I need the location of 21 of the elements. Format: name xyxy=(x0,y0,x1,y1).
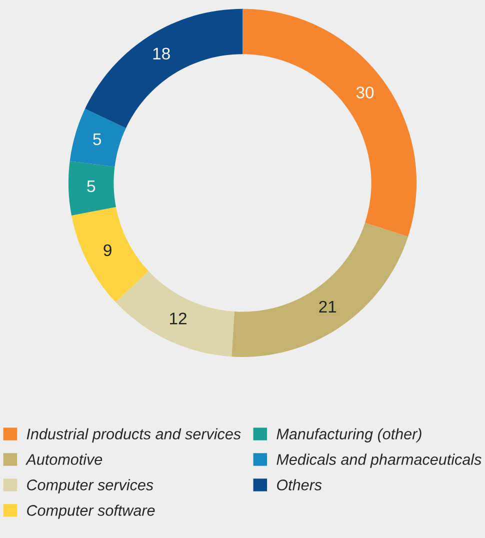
donut-slice xyxy=(68,161,116,216)
donut-slice xyxy=(232,222,408,357)
legend-label: Others xyxy=(277,479,322,490)
legend-label: Industrial products and services xyxy=(26,428,241,442)
data-label: 21 xyxy=(319,300,336,312)
legend-label: Automotive xyxy=(25,454,102,465)
donut-slice xyxy=(242,8,417,237)
legend-label: Computer services xyxy=(27,479,154,494)
donut-slice xyxy=(70,108,126,167)
legend-label: Manufacturing (other) xyxy=(276,428,422,442)
donut-slice xyxy=(85,8,242,128)
data-label: 18 xyxy=(153,48,170,60)
data-label: 5 xyxy=(87,180,96,192)
legend-label: Computer software xyxy=(27,504,155,519)
data-label: 9 xyxy=(104,244,112,256)
legend-label: Medicals and pharmaceuticals xyxy=(276,454,482,468)
donut-slice xyxy=(72,207,149,302)
data-label: 12 xyxy=(170,312,186,324)
data-label: 5 xyxy=(93,134,102,146)
donut-slice xyxy=(116,271,234,357)
data-label: 30 xyxy=(356,86,374,98)
